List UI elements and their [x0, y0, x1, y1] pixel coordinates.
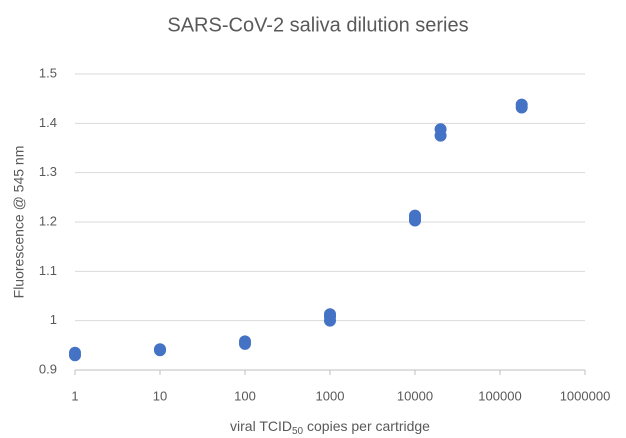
x-tick-label: 1000	[316, 388, 345, 403]
x-tick-label: 10	[153, 388, 167, 403]
point	[69, 346, 81, 359]
x-tick-label: 1	[71, 388, 78, 403]
x-label-text: viral TCID	[230, 418, 292, 434]
y-tick-label: 1.5	[39, 65, 57, 80]
y-axis-label: Fluorescence @ 545 nm	[11, 146, 27, 299]
y-tick-label: 1	[50, 312, 57, 327]
point	[239, 335, 251, 348]
point	[154, 343, 166, 356]
y-tick-label: 0.9	[39, 361, 57, 376]
point	[324, 308, 336, 321]
x-tick-label: 100000	[478, 388, 521, 403]
chart-title: SARS-CoV-2 saliva dilution series	[167, 14, 468, 36]
y-tick-label: 1.4	[39, 115, 57, 130]
point	[515, 98, 528, 111]
x-tick-label: 1000000	[560, 388, 611, 403]
x-label-text: copies per cartridge	[303, 418, 430, 434]
x-tick-label: 10000	[397, 388, 433, 403]
y-tick-label: 1.3	[39, 164, 57, 179]
y-tick-label: 1.1	[39, 263, 57, 278]
y-tick-label: 1.2	[39, 213, 57, 228]
x-axis-label: viral TCID50 copies per cartridge	[230, 418, 430, 437]
x-tick-label: 100	[234, 388, 256, 403]
point	[409, 209, 421, 222]
point	[434, 123, 447, 136]
x-label-subscript: 50	[292, 426, 304, 437]
